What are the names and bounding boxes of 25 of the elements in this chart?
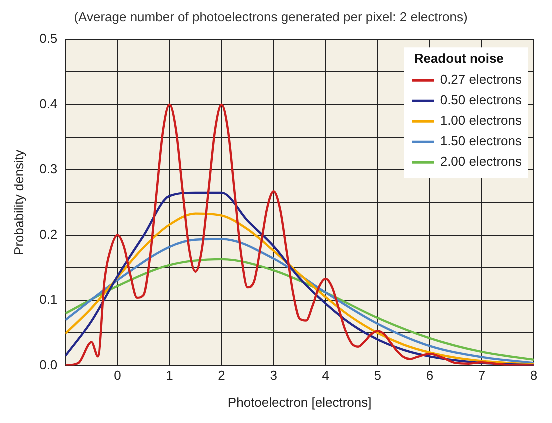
x-tick-label: 8 (530, 368, 538, 384)
x-tick-label: 5 (374, 368, 382, 384)
y-tick-label: 0.5 (40, 31, 58, 46)
y-axis-title: Probability density (11, 149, 26, 256)
y-tick-label: 0.1 (40, 292, 58, 308)
y-tick-label: 0.3 (40, 162, 58, 177)
y-tick-label: 0.0 (40, 357, 58, 372)
x-axis-title: Photoelectron [electrons] (228, 394, 372, 410)
x-tick-label: 0 (114, 368, 122, 384)
x-tick-label: 6 (426, 368, 434, 384)
x-tick-label: 3 (270, 368, 278, 384)
legend-label: 0.27 electrons (440, 72, 522, 88)
x-tick-label: 2 (218, 368, 226, 384)
legend-label: 0.50 electrons (440, 92, 522, 108)
chart-title: (Average number of photoelectrons generated per pixel: 2 electrons) (74, 9, 468, 24)
legend-label: 1.50 electrons (440, 134, 522, 149)
y-tick-label: 0.2 (40, 226, 58, 242)
y-tick-label: 0.4 (40, 96, 58, 112)
x-tick-label: 7 (478, 368, 486, 384)
legend-title: Readout noise (414, 51, 504, 66)
legend-label: 1.00 electrons (440, 113, 522, 128)
x-tick-label: 4 (322, 368, 330, 384)
legend-label: 2.00 electrons (440, 154, 522, 170)
line-series (66, 258, 534, 362)
x-tick-label: 1 (166, 368, 174, 384)
